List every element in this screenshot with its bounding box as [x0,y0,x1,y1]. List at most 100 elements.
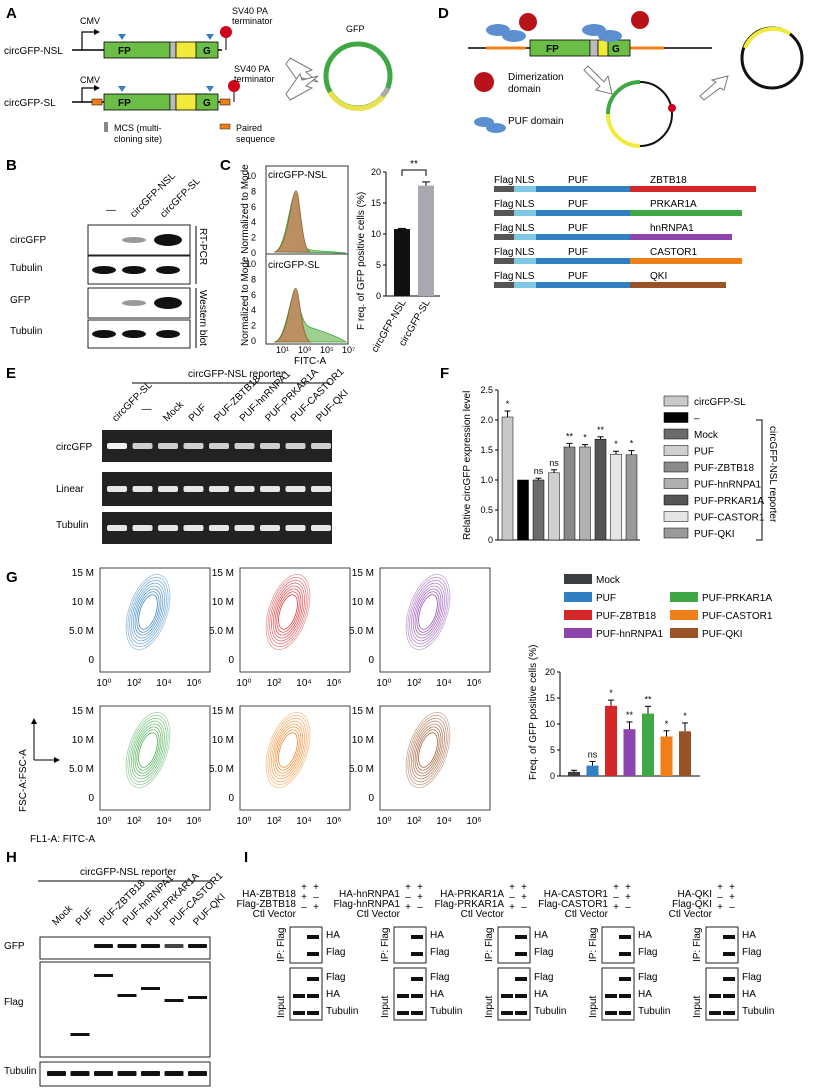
f-bar-chart: 0 0.5 1.0 1.5 2.0 2.5 Relative circGFP express… [462,385,640,545]
e-band [234,486,255,492]
d-puf-box [536,234,630,240]
f-legend-swatch [663,461,689,473]
g-contour-ring [407,714,449,786]
i-ip-label: IP: Flag [588,928,599,962]
i-input-row-label: Tubulin [430,1006,462,1017]
i-ip-label: IP: Flag [692,928,703,962]
i-band [411,952,423,956]
panel-f: F 0 0.5 1.0 1.5 2.0 2.5 Relative circGFP expre… [440,365,778,545]
d-fusion-label: QKI [650,271,667,282]
c-hist-ytick: 10 [246,171,256,181]
g-contour-ring [265,574,311,650]
f-legend: circGFP-SL – Mock PUF PUF-ZBTB18 PUF-hnRNPA1 P… [663,395,765,540]
f-bar [610,453,622,541]
i-sign: – [405,892,411,903]
i-sign: + [509,902,515,913]
h-band-flag [164,999,184,1002]
g-legend-label: PUF [596,593,616,604]
g-ytick-label: 5.0 M [69,626,94,637]
i-sign: – [625,902,631,913]
d-flag-label: Flag [494,199,513,210]
i-input-row-label: HA [534,989,548,1000]
g-contour-ring [267,576,309,648]
c-hist-ytick: 0 [251,336,256,346]
g-legend-label: PUF-hnRNPA1 [596,629,663,640]
g-xtick-label: 10⁴ [156,678,171,689]
i-input-label: Input [588,996,599,1018]
i-band [619,994,631,998]
g-ytick-label: 0 [368,793,374,804]
f-legend-label: – [694,414,700,425]
cmv-label-2: CMV [80,75,100,85]
promoter-arrowhead-2-icon [94,85,100,91]
f-bar [625,454,638,541]
i-input-row-label: Flag [742,972,761,983]
g-ytick-label: 0 [88,793,94,804]
f-legend-label: PUF-CASTOR1 [694,513,765,524]
panel-e-letter: E [6,365,16,382]
i-ip-row-label: Flag [430,947,449,958]
fp-box-1 [103,41,171,59]
c-hist-xtick: 10⁷ [342,345,355,355]
g-ytick-label: 15 M [352,706,374,717]
i-band [709,994,721,998]
g-xtick-label: 10² [267,678,282,689]
g-contour-ring [136,729,160,771]
g-xtick-label: 10⁰ [96,816,111,827]
i-ha-label: HA-ZBTB18 [242,889,296,900]
g-contour-ring [138,732,158,768]
h-band-gfp [164,944,184,948]
i-sign: + [717,882,723,893]
e-band [209,486,229,492]
b-method-rtpcr: RT-PCR [197,228,208,265]
g-xtick-label: 10⁶ [186,816,201,827]
d-fusion-label: CASTOR1 [650,247,697,258]
g-contour-ring [418,732,438,768]
f-ylabel: Relative circGFP expression level [462,391,473,540]
e-band [234,443,255,449]
panel-g: G 15 M 10 M 5.0 M 0 10⁰ 10² 10⁴ 10⁶ 15 M 10 M 5.0 … [6,567,773,845]
d-nls-box [514,234,536,240]
c-bar [394,229,410,296]
cmv-label-1: CMV [80,16,100,26]
d-puf-label: PUF [568,175,588,186]
i-band [307,994,319,998]
d-puf-box [536,186,630,192]
puf-protein-icon [474,24,622,133]
g-contour-ring [134,588,162,636]
e-row-linear: Linear [56,484,84,495]
g-xtick-label: 10⁰ [96,678,111,689]
g-legend-swatch [670,610,698,620]
f-legend-swatch [663,412,689,423]
c-hist-ytick: 2 [251,233,256,243]
g-ytick-label: 5.0 M [349,626,374,637]
c-hist-sl [265,253,349,345]
h-lane-label: PUF [74,906,96,928]
g-contour-ring [136,591,160,633]
g-ytick-label: 10 M [212,735,234,746]
c-ytick-label: 0 [376,291,381,301]
i-sign: + [405,882,411,893]
g-ytick-label: 15 M [212,706,234,717]
panel-c: C circGFP-NSL circGFP-SL 10864201086420 … [220,157,440,367]
promoter-arrow-2-icon [81,87,96,102]
g-contour-ring [409,579,447,645]
d-puf-label: PUF [568,271,588,282]
g-xtick-label: 10² [267,816,282,827]
d-flag-label: Flag [494,223,513,234]
d-fusion-label: hnRNPA1 [650,223,694,234]
i-input-label: Input [484,996,495,1018]
c-ytick-label: 5 [376,260,381,270]
g-legend-swatch [564,592,592,602]
g-contour-ring [412,723,444,777]
terminator-label-2a: SV40 PA [234,64,270,74]
f-ytick-label: 2.0 [480,415,493,425]
g-bar [642,713,654,776]
i-band [411,977,423,981]
i-input-row-label: Tubulin [742,1006,774,1017]
i-band [515,1011,527,1015]
i-sign: + [729,882,735,893]
f-legend-label: PUF-hnRNPA1 [694,480,761,491]
d-dimer-label-2: domain [508,84,541,95]
